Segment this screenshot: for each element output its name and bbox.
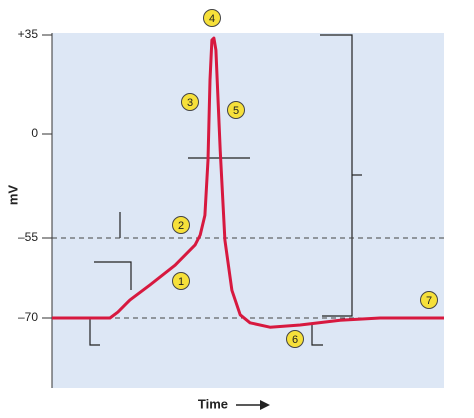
step-badge xyxy=(286,330,304,348)
x-axis-label: Time xyxy=(198,396,228,411)
step-badge xyxy=(203,9,221,27)
action-potential-curve xyxy=(52,36,444,329)
step-badge xyxy=(181,93,199,111)
step-number: 4 xyxy=(209,13,215,25)
y-tick-label: 0 xyxy=(31,126,38,140)
step-number: 3 xyxy=(187,97,193,109)
brackets xyxy=(89,34,362,346)
step-badge xyxy=(227,101,245,119)
y-axis-label: mV xyxy=(5,185,20,206)
y-tick-label: +35 xyxy=(18,27,39,41)
plot-area xyxy=(52,33,444,388)
step-badge xyxy=(172,272,190,290)
step-number: 1 xyxy=(178,276,184,288)
step-badge xyxy=(172,216,190,234)
step-number: 6 xyxy=(292,334,298,346)
time-arrow xyxy=(236,400,270,410)
step-number: 7 xyxy=(426,295,432,307)
y-tick-label: –70 xyxy=(18,310,38,324)
step-badge xyxy=(420,291,438,309)
step-number: 2 xyxy=(178,220,184,232)
step-number: 5 xyxy=(233,105,239,117)
y-tick-label: –55 xyxy=(18,230,38,244)
